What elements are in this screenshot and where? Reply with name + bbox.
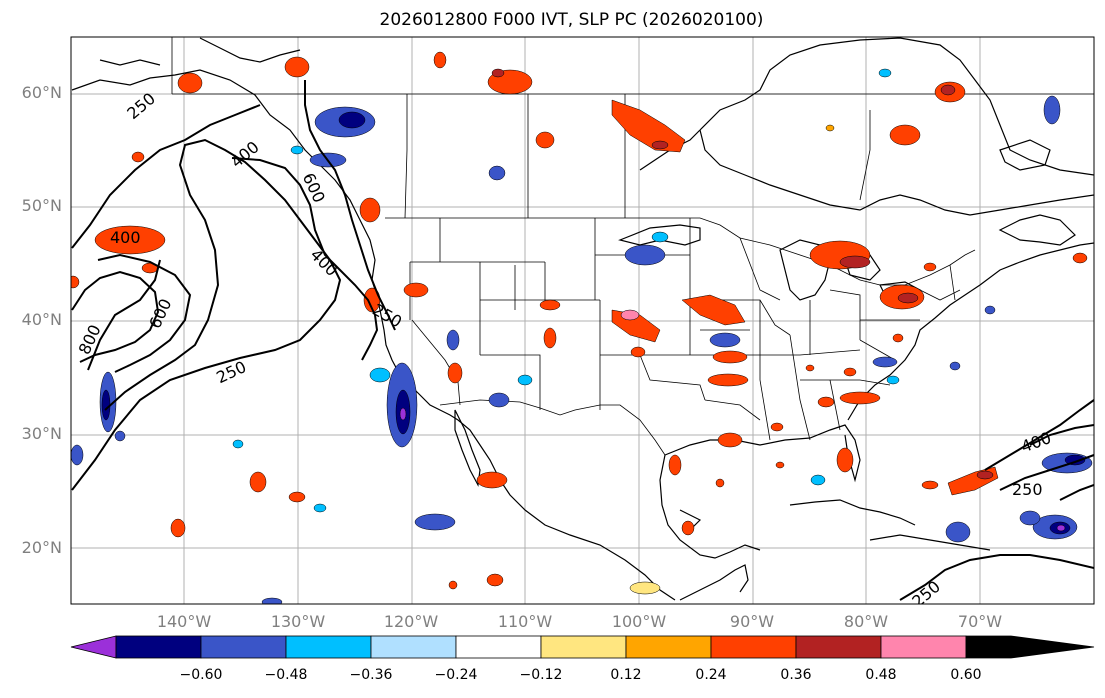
colorbar-bin — [200, 635, 287, 659]
colorbar-bin — [285, 635, 372, 659]
map-frame — [70, 36, 1095, 605]
colorbar-tick-label: −0.12 — [519, 667, 563, 683]
colorbar-bin — [880, 635, 967, 659]
lat-label-50n: 50°N — [21, 196, 62, 215]
lon-label-120w: 120°W — [383, 612, 439, 631]
lon-label-100w: 100°W — [611, 612, 667, 631]
lon-label-140w: 140°W — [156, 612, 212, 631]
slp-contours — [71, 80, 1094, 601]
colorbar-tick-label: 0.48 — [865, 667, 897, 683]
colorbar-bin — [115, 635, 202, 659]
graticule — [71, 37, 1094, 604]
colorbar-bin — [625, 635, 712, 659]
contour-label: 250 — [1012, 480, 1043, 499]
map-title: 2026012800 F000 IVT, SLP PC (2026020100) — [379, 10, 764, 30]
colorbar-extend-high — [965, 635, 1095, 659]
contour-label: 600 — [145, 296, 175, 332]
colorbar-bin — [710, 635, 797, 659]
lon-label-70w: 70°W — [957, 612, 1003, 631]
colorbar-tick-label: 0.12 — [610, 667, 642, 683]
lon-label-90w: 90°W — [729, 612, 775, 631]
colorbar-tick-label: −0.48 — [264, 667, 308, 683]
contour-label: 400 — [110, 228, 141, 247]
colorbar-tick-label: −0.60 — [179, 667, 223, 683]
map-content: 250 400 600 800 600 400 250 250 400 250 … — [71, 37, 1094, 611]
colorbar-bin — [455, 635, 542, 659]
contour-label: 400 — [1019, 428, 1054, 456]
colorbar-bin — [370, 635, 457, 659]
contour-label: 600 — [299, 170, 329, 206]
colorbar-tick-label: −0.36 — [349, 667, 393, 683]
colorbar-bin — [795, 635, 882, 659]
colorbar-extend-low — [70, 635, 117, 659]
lat-label-60n: 60°N — [21, 83, 62, 102]
lon-label-80w: 80°W — [843, 612, 889, 631]
lat-label-40n: 40°N — [21, 310, 62, 329]
lon-label-130w: 130°W — [270, 612, 326, 631]
contour-label: 400 — [227, 137, 263, 171]
colorbar-tick-label: 0.24 — [695, 667, 727, 683]
colorbar-tick-label: 0.60 — [950, 667, 982, 683]
lat-label-20n: 20°N — [21, 538, 62, 557]
ivt-positive-areas — [71, 51, 1088, 595]
colorbar-tick-label: 0.36 — [780, 667, 812, 683]
coastlines — [71, 37, 1094, 601]
colorbar-bin — [540, 635, 627, 659]
contour-label: 250 — [908, 577, 944, 611]
ivt-negative-areas — [71, 68, 1093, 604]
colorbar — [70, 635, 1095, 659]
lat-label-30n: 30°N — [21, 424, 62, 443]
contour-label: 250 — [213, 357, 249, 387]
lon-label-110w: 110°W — [497, 612, 553, 631]
colorbar-tick-label: −0.24 — [434, 667, 478, 683]
